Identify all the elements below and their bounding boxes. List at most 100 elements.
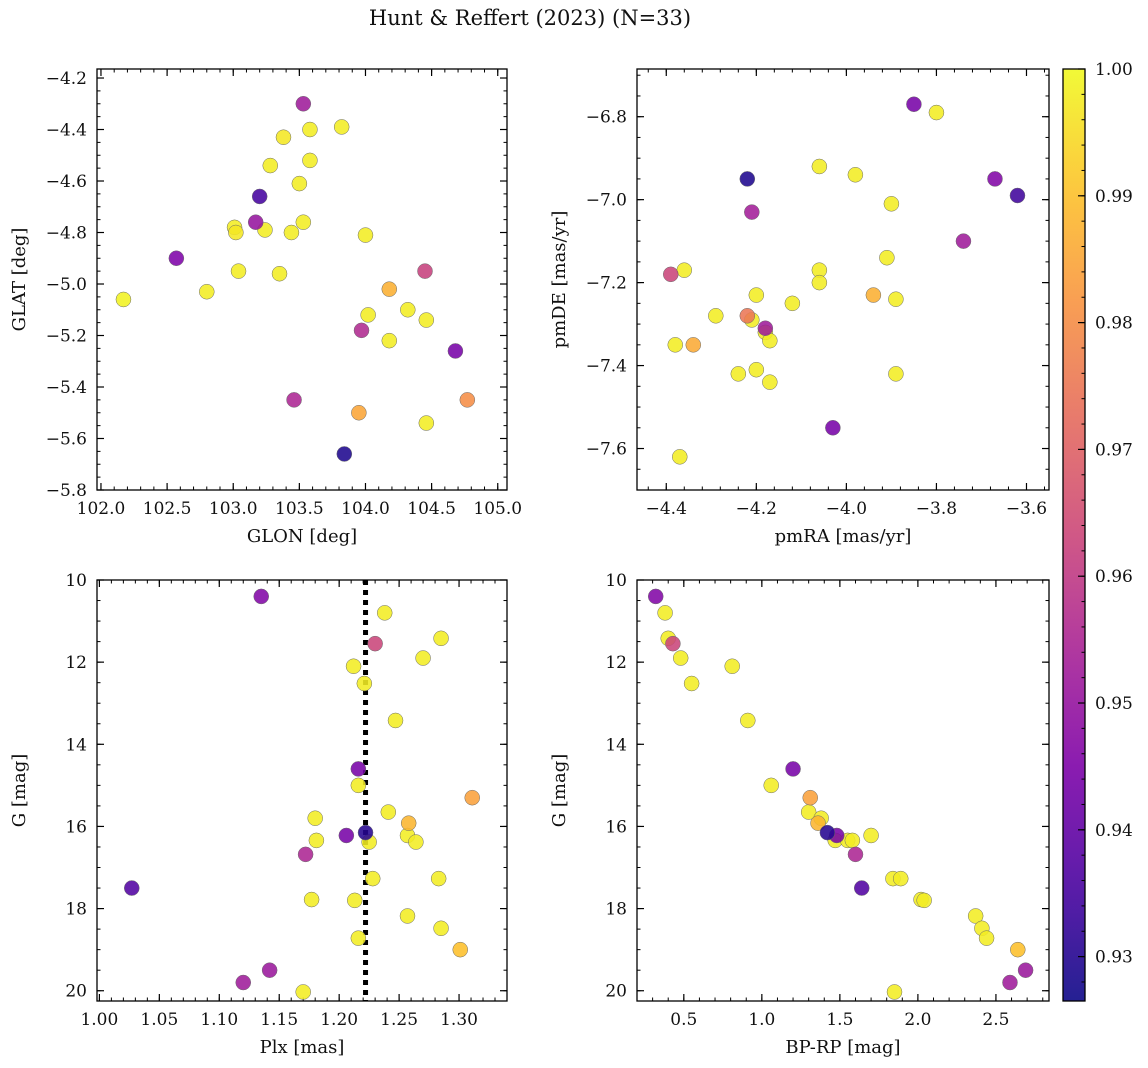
data-point [228, 224, 244, 241]
y-tick-label: −5.8 [46, 481, 87, 501]
data-point [408, 834, 424, 850]
y-tick-label: −4.2 [46, 69, 87, 89]
data-point [199, 283, 215, 300]
data-point [459, 392, 476, 408]
y-tick-label: 12 [605, 653, 627, 673]
data-point [665, 635, 681, 652]
y-tick-label: 16 [605, 817, 627, 837]
axes-frame [636, 68, 1050, 491]
data-point [762, 374, 778, 390]
y-tick-label: 10 [65, 571, 87, 591]
y-axis-label: G [mag] [549, 754, 570, 827]
y-tick-label: 16 [65, 817, 87, 837]
x-axis-label: Plx [mas] [260, 1037, 345, 1058]
x-tick-label: 1.05 [140, 1010, 178, 1030]
colorbar-tick-label: 0.94 [1095, 821, 1133, 841]
axes-frame [96, 579, 508, 1002]
data-point [672, 650, 689, 666]
x-tick-label: 102.0 [77, 499, 126, 519]
x-tick-label: 104.5 [407, 499, 456, 519]
y-tick-label: −5.6 [46, 430, 87, 450]
x-tick-label: −3.6 [1006, 499, 1047, 519]
data-point [647, 588, 664, 605]
data-point [333, 119, 350, 135]
data-point [345, 658, 362, 675]
colorbar-frame [1062, 68, 1086, 1002]
colorbar-tick-label: 0.98 [1095, 314, 1133, 334]
colorbar-tick-label: 0.93 [1095, 948, 1133, 968]
axes-frame [636, 579, 1050, 1002]
y-tick-label: −4.8 [46, 224, 87, 244]
data-point [802, 789, 818, 806]
data-point [748, 287, 765, 303]
data-point [295, 214, 312, 230]
data-point [381, 332, 398, 349]
data-point [888, 291, 904, 307]
y-tick-label: 14 [65, 735, 87, 755]
data-point [262, 157, 279, 174]
data-point [744, 204, 760, 220]
data-point [115, 291, 132, 308]
data-point [350, 930, 367, 946]
x-tick-label: 105.0 [473, 499, 522, 519]
y-tick-label: −7.2 [586, 274, 627, 294]
data-point [367, 635, 383, 652]
panel-4: 0.5 1.0 1.5 2.0 2.5 10 12 14 16 18 20 BP-RP [mag] G … [549, 571, 1050, 1058]
data-point [916, 892, 932, 909]
data-point [291, 175, 308, 192]
data-point [400, 302, 416, 318]
data-point [740, 712, 756, 729]
y-tick-label: −5.4 [46, 378, 87, 398]
data-point [978, 930, 995, 946]
data-point [739, 308, 756, 324]
x-tick-label: 1.10 [200, 1010, 238, 1030]
x-tick-label: −4.0 [826, 499, 867, 519]
x-tick-label: 103.0 [209, 499, 258, 519]
data-point [302, 152, 318, 169]
data-point [657, 605, 673, 621]
data-point [418, 312, 435, 328]
y-tick-label: 20 [605, 982, 627, 1002]
data-point [811, 274, 828, 291]
data-point [1017, 962, 1034, 978]
data-point [825, 420, 841, 436]
colorbar-tick-label: 0.99 [1095, 187, 1133, 207]
data-point [400, 815, 417, 831]
data-point [863, 827, 879, 844]
data-point [380, 804, 397, 820]
data-point [253, 588, 269, 605]
data-point [757, 320, 774, 336]
data-point [308, 832, 325, 849]
data-point [452, 941, 468, 958]
data-point [667, 337, 684, 353]
data-point [430, 870, 447, 887]
data-point [683, 675, 700, 692]
data-point [685, 337, 702, 353]
points-group [647, 588, 1034, 1000]
y-tick-label: −4.4 [46, 121, 87, 141]
data-point [785, 761, 801, 777]
y-tick-label: 10 [605, 571, 627, 591]
data-point [235, 974, 252, 991]
data-point [739, 171, 756, 187]
panel-1: 102.0 102.5 103.0 103.5 104.0 104.5 105.0 −5.8 −… [9, 68, 522, 547]
data-point [955, 233, 972, 249]
x-tick-label: 1.30 [440, 1010, 478, 1030]
figure-title: Hunt & Reffert (2023) (N=33) [368, 6, 692, 30]
data-point [708, 308, 724, 324]
axes-frame [96, 68, 508, 491]
x-tick-label: 1.5 [826, 1010, 853, 1030]
data-point [338, 827, 355, 844]
data-point [748, 361, 765, 378]
x-tick-label: 103.5 [275, 499, 324, 519]
data-point [886, 984, 903, 1000]
data-point [230, 263, 247, 279]
data-point [357, 227, 374, 243]
data-point [928, 104, 945, 121]
data-point [261, 962, 278, 978]
data-point [251, 188, 268, 205]
y-axis-label: GLAT [deg] [9, 228, 30, 332]
y-tick-label: −6.8 [586, 108, 627, 128]
data-point [247, 214, 264, 230]
